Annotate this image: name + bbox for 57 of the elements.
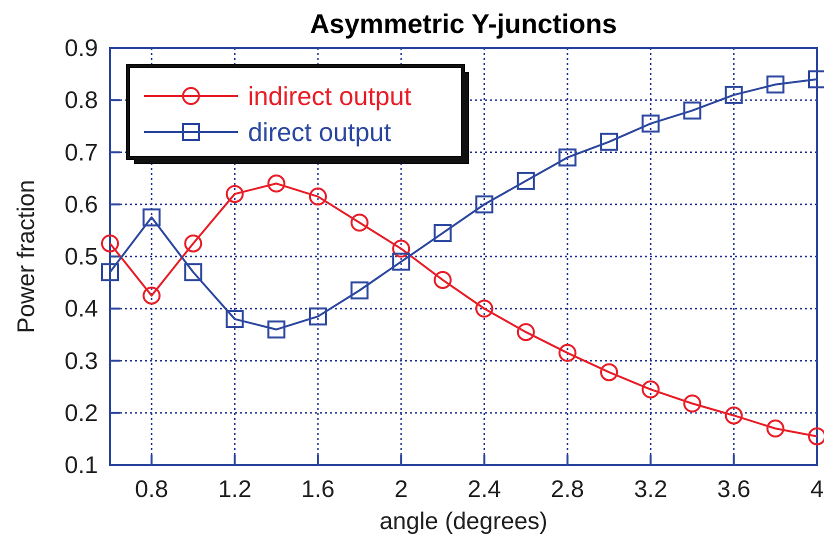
y-tick-label: 0.4 <box>64 296 98 323</box>
point <box>101 234 119 252</box>
point <box>600 363 618 382</box>
point <box>516 172 535 190</box>
y-tick-label: 0.1 <box>64 452 98 479</box>
point <box>350 281 369 300</box>
point <box>350 214 369 232</box>
point <box>558 148 576 166</box>
x-tick-label: 2.8 <box>550 476 584 503</box>
point <box>434 224 452 242</box>
point <box>724 406 743 424</box>
y-tick-label: 0.5 <box>64 244 98 270</box>
y-tick-label: 0.6 <box>64 191 98 218</box>
point <box>475 195 494 214</box>
point <box>642 380 660 398</box>
legend-label: indirect output <box>248 81 412 111</box>
point <box>308 307 327 326</box>
point <box>766 420 784 438</box>
point <box>766 75 784 94</box>
y-tick-label: 0.8 <box>64 87 98 114</box>
point <box>101 263 119 282</box>
x-tick-label: 3.2 <box>634 476 668 503</box>
point <box>267 174 286 193</box>
point <box>226 310 244 328</box>
y-tick-label: 0.7 <box>64 139 98 166</box>
x-tick-label: 1.6 <box>301 476 335 503</box>
point <box>392 252 410 271</box>
point <box>308 188 327 206</box>
x-tick-label: 0.8 <box>134 476 168 503</box>
point <box>642 114 660 133</box>
chart-title: Asymmetric Y-junctions <box>310 9 618 39</box>
point <box>516 323 535 342</box>
y-axis-title: Power fraction <box>13 180 40 334</box>
point <box>558 344 576 362</box>
point <box>475 300 494 318</box>
legend-label: direct output <box>248 117 392 147</box>
x-axis-title: angle (degrees) <box>379 508 548 535</box>
point <box>724 86 743 104</box>
point <box>184 234 202 252</box>
y-tick-label: 0.9 <box>64 35 98 62</box>
y-tick-label: 0.2 <box>64 400 98 427</box>
point <box>184 263 202 282</box>
point <box>392 240 410 258</box>
point <box>142 208 161 226</box>
y-tick-label: 0.3 <box>64 348 98 375</box>
point <box>226 184 244 203</box>
point <box>434 270 452 289</box>
point <box>267 320 286 338</box>
x-tick-label: 4 <box>810 476 824 503</box>
x-tick-label: 1.2 <box>218 476 252 503</box>
point <box>142 286 161 305</box>
point <box>600 132 618 151</box>
point <box>683 102 702 120</box>
x-tick-label: 2 <box>394 476 408 503</box>
point <box>683 394 702 412</box>
x-tick-label: 3.6 <box>717 476 751 503</box>
x-tick-label: 2.4 <box>468 476 501 503</box>
